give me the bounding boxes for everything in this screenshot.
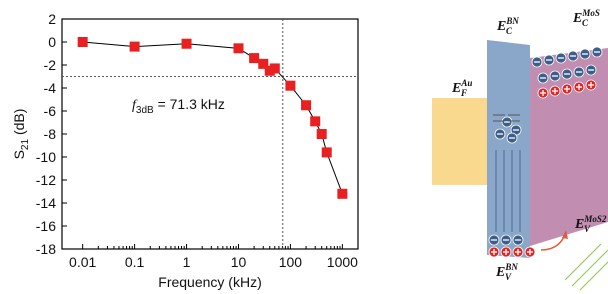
band-label-sup: MoS2 [583, 214, 607, 224]
y-axis-label-rest: (dB) [11, 109, 27, 139]
x-tick-label: 0.01 [69, 254, 96, 270]
band-label-main: E [572, 11, 582, 26]
chart [62, 19, 358, 249]
bn-barrier [487, 40, 530, 258]
band-label-sub: C [506, 26, 513, 36]
series-line [83, 42, 343, 194]
annotation-subscript: 3dB [136, 105, 154, 116]
band-label-main: E [451, 81, 461, 96]
data-point [249, 53, 259, 63]
x-tick-label: 10 [231, 254, 247, 270]
data-point [233, 43, 243, 53]
y-axis-label-sub: 21 [20, 139, 31, 151]
band-label-sup: BN [505, 16, 519, 26]
band-label-sub: V [584, 224, 591, 234]
y-tick-label: 0 [48, 34, 56, 50]
plot-frame [62, 19, 358, 249]
x-tick-label: 1 [183, 254, 191, 270]
band-label-sup: BN [504, 262, 518, 272]
data-point [317, 129, 327, 139]
y-axis-label-main: S [11, 150, 27, 159]
x-tick-label: 0.1 [125, 254, 145, 270]
au-region [432, 98, 489, 185]
data-point [78, 37, 88, 47]
y-tick-label: -8 [44, 126, 57, 142]
y-tick-label: -2 [44, 57, 57, 73]
y-axis-label: S21 (dB) [11, 109, 31, 160]
band-label-sup: MoS [581, 8, 600, 18]
y-tick-label: -4 [44, 80, 57, 96]
y-tick-label: -16 [36, 218, 56, 234]
band-label-sub: V [505, 272, 512, 282]
y-tick-label: -14 [36, 195, 56, 211]
annotation-text: = 71.3 kHz [154, 96, 225, 112]
figure: EBNCEMoSCEAuFEMoS2VEBNV 20-2-4-6-8-10-12… [0, 0, 608, 294]
data-point [130, 42, 140, 52]
band-label-sub: F [460, 88, 467, 98]
data-point [337, 189, 347, 199]
annotation: f3dB = 71.3 kHz [132, 96, 225, 116]
band-label-sub: C [582, 18, 589, 28]
light-waves [565, 244, 608, 290]
data-point [270, 63, 280, 73]
band-label-main: E [574, 217, 584, 232]
x-tick-label: 100 [279, 254, 303, 270]
data-point [322, 147, 332, 157]
y-tick-label: -10 [36, 149, 56, 165]
y-tick-label: -12 [36, 172, 56, 188]
band-label-main: E [496, 19, 506, 34]
band-label-sup: Au [460, 78, 472, 88]
x-axis-label: Frequency (kHz) [158, 274, 261, 290]
x-tick-label: 1000 [327, 254, 358, 270]
data-point [310, 116, 320, 126]
y-tick-label: -6 [44, 103, 57, 119]
y-tick-label: 2 [48, 11, 56, 27]
data-point [285, 81, 295, 91]
data-point [301, 100, 311, 110]
data-point [182, 39, 192, 49]
y-tick-label: -18 [36, 241, 56, 257]
band-label-main: E [495, 265, 505, 280]
